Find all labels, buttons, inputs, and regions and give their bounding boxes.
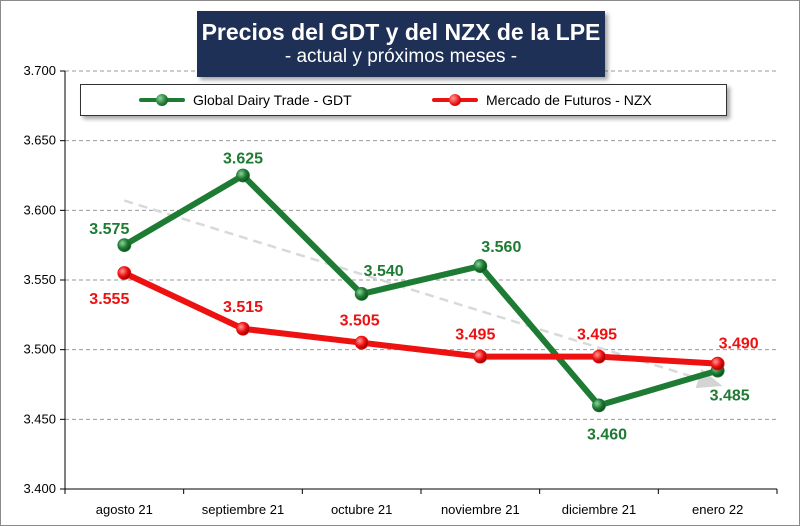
data-label-gdt-3: 3.560 — [481, 239, 521, 256]
y-tick-label-2: 3.500 — [23, 342, 56, 357]
series-line-gdt — [121, 172, 721, 409]
legend-swatch-gdt — [139, 94, 185, 106]
x-tick-label-3: noviembre 21 — [441, 502, 520, 517]
point-gdt-4 — [592, 398, 606, 413]
point-nzx-5 — [710, 356, 725, 371]
data-label-gdt-0: 3.575 — [89, 221, 129, 238]
data-label-nzx-5: 3.490 — [719, 336, 759, 353]
data-label-nzx-2: 3.505 — [340, 313, 380, 330]
point-nzx-0 — [117, 266, 132, 280]
x-tick-label-5: enero 22 — [692, 502, 743, 517]
y-tick-label-5: 3.650 — [23, 133, 56, 148]
data-label-gdt-5: 3.485 — [710, 388, 750, 405]
x-tick-label-0: agosto 21 — [96, 502, 153, 517]
chart-legend: Global Dairy Trade - GDT Mercado de Futu… — [80, 84, 727, 116]
legend-label-gdt: Global Dairy Trade - GDT — [193, 92, 352, 108]
trend-arrow — [123, 199, 723, 389]
point-nzx-4 — [592, 349, 606, 364]
data-label-gdt-1: 3.625 — [223, 151, 263, 168]
point-nzx-1 — [236, 321, 250, 336]
point-gdt-3 — [473, 259, 488, 273]
point-gdt-2 — [354, 287, 369, 301]
data-label-gdt-2: 3.540 — [364, 263, 404, 280]
data-label-nzx-3: 3.495 — [455, 327, 495, 344]
x-tick-label-2: octubre 21 — [331, 502, 392, 517]
chart-title: Precios del GDT y del NZX de la LPE — [201, 19, 601, 45]
data-label-nzx-4: 3.495 — [577, 327, 617, 344]
series-line-nzx — [121, 270, 721, 367]
chart-title-box: Precios del GDT y del NZX de la LPE - ac… — [197, 11, 605, 77]
legend-label-nzx: Mercado de Futuros - NZX — [486, 92, 652, 108]
x-tick-label-1: septiembre 21 — [202, 502, 284, 517]
point-nzx-3 — [473, 349, 488, 364]
y-tick-label-6: 3.700 — [23, 63, 56, 78]
data-label-gdt-4: 3.460 — [587, 426, 627, 443]
y-tick-label-1: 3.450 — [23, 411, 56, 426]
y-tick-label-0: 3.400 — [23, 481, 56, 496]
y-tick-label-4: 3.600 — [23, 202, 56, 217]
point-nzx-2 — [354, 335, 369, 350]
chart-subtitle: - actual y próximos meses - — [284, 46, 518, 67]
y-tick-label-3: 3.550 — [23, 272, 56, 287]
point-gdt-1 — [236, 168, 250, 183]
data-label-nzx-0: 3.555 — [89, 291, 129, 308]
x-tick-label-4: diciembre 21 — [562, 502, 636, 517]
data-label-nzx-1: 3.515 — [223, 299, 263, 316]
point-gdt-0 — [117, 238, 132, 253]
legend-swatch-nzx — [432, 94, 478, 106]
